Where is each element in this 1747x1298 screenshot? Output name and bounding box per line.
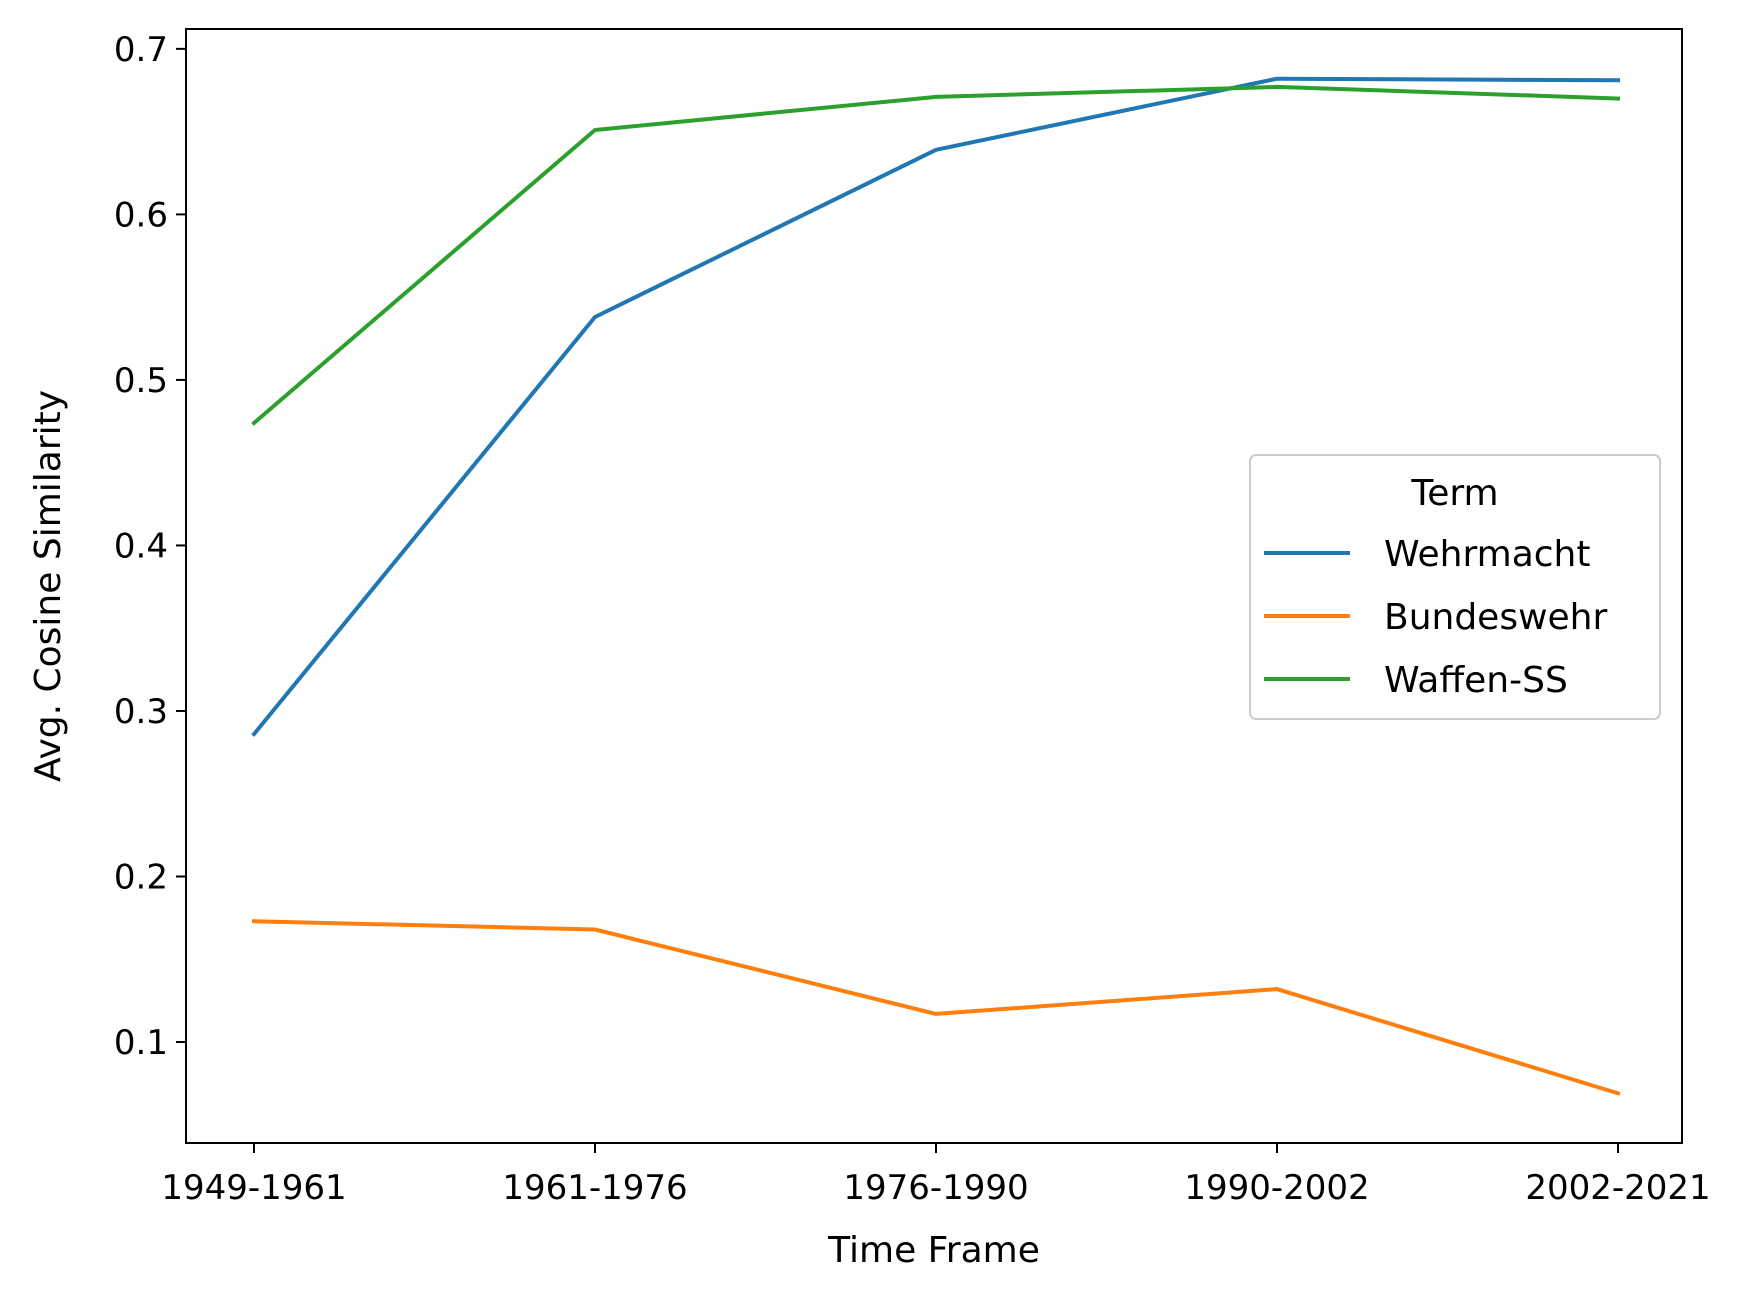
y-tick-label: 0.7 [114,30,168,70]
x-tick-label: 2002-2021 [1525,1168,1710,1208]
x-tick-label: 1961-1976 [502,1168,687,1208]
series-line-wehrmacht [251,76,1621,737]
series-line-bundeswehr [251,919,1621,1096]
legend-label: Wehrmacht [1384,534,1590,575]
y-tick-label: 0.5 [114,361,168,401]
y-tick-label: 0.4 [114,526,168,566]
legend-label: Bundeswehr [1384,597,1607,638]
x-tick-label: 1949-1961 [161,1168,346,1208]
x-axis-label: Time Frame [827,1230,1040,1271]
legend: Term Wehrmacht Bundeswehr Waffen-SS [1249,454,1661,720]
plot-frame [185,28,1683,1144]
x-tick-label: 1976-1990 [843,1168,1028,1208]
y-tick-label: 0.1 [114,1023,168,1063]
series-layer [251,76,1621,1096]
x-tick-label: 1990-2002 [1184,1168,1369,1208]
y-axis-label: Avg. Cosine Similarity [28,390,69,782]
series-line-waffen-ss [251,84,1621,426]
legend-label: Waffen-SS [1384,660,1568,701]
y-tick-label: 0.3 [114,692,168,732]
x-axis: 1949-1961 1961-1976 1976-1990 1990-2002 2002… [161,1143,1711,1208]
legend-title: Term [1410,473,1498,514]
y-axis: 0.1 0.2 0.3 0.4 0.5 0.6 0.7 [114,30,186,1063]
y-tick-label: 0.6 [114,195,168,235]
legend-box [1249,454,1661,720]
y-tick-label: 0.2 [114,858,168,898]
